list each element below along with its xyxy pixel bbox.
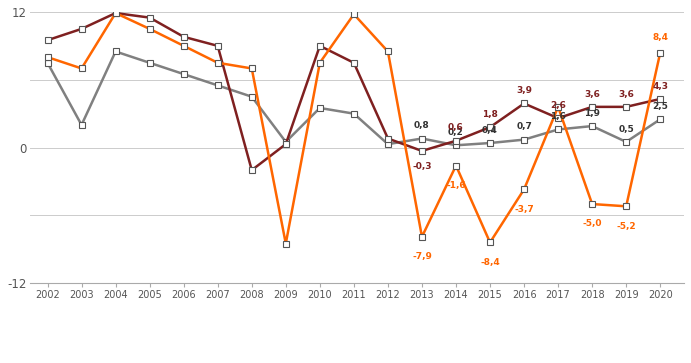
- Apport personnel moyen: [214, 61, 222, 65]
- Revenus moyens: [418, 136, 426, 141]
- Revenus moyens: [44, 61, 52, 65]
- Revenus moyens: [554, 127, 562, 132]
- Text: -7,9: -7,9: [412, 252, 432, 261]
- Revenus moyens: [622, 140, 630, 144]
- Coût moyen de l’opération: [316, 44, 324, 48]
- Apport personnel moyen: [180, 44, 188, 48]
- Text: 0,7: 0,7: [516, 122, 532, 131]
- Text: 1,9: 1,9: [584, 109, 600, 118]
- Coût moyen de l’opération: [452, 139, 460, 143]
- Text: -5,2: -5,2: [616, 221, 636, 231]
- Coût moyen de l’opération: [44, 38, 52, 42]
- Text: 0,8: 0,8: [414, 121, 430, 130]
- Revenus moyens: [282, 140, 290, 144]
- Coût moyen de l’opération: [350, 61, 358, 65]
- Apport personnel moyen: [656, 50, 664, 55]
- Revenus moyens: [656, 117, 664, 122]
- Coût moyen de l’opération: [520, 101, 528, 106]
- Apport personnel moyen: [282, 241, 290, 246]
- Coût moyen de l’opération: [656, 97, 664, 101]
- Text: 1,6: 1,6: [550, 112, 566, 121]
- Apport personnel moyen: [77, 66, 86, 71]
- Line: Revenus moyens: Revenus moyens: [45, 49, 663, 148]
- Coût moyen de l’opération: [180, 34, 188, 39]
- Legend: Apport personnel moyen, Revenus moyens, Coût moyen de l’opération: Apport personnel moyen, Revenus moyens, …: [115, 362, 600, 363]
- Apport personnel moyen: [384, 49, 392, 54]
- Revenus moyens: [111, 49, 120, 54]
- Coût moyen de l’opération: [418, 149, 426, 153]
- Text: -1,6: -1,6: [446, 181, 466, 190]
- Text: 3,6: 3,6: [618, 90, 634, 98]
- Text: -3,7: -3,7: [514, 205, 534, 214]
- Revenus moyens: [452, 143, 460, 147]
- Apport personnel moyen: [350, 12, 358, 16]
- Coût moyen de l’opération: [247, 168, 256, 172]
- Revenus moyens: [520, 138, 528, 142]
- Line: Apport personnel moyen: Apport personnel moyen: [45, 10, 663, 246]
- Apport personnel moyen: [554, 105, 562, 109]
- Text: 0,4: 0,4: [482, 126, 498, 135]
- Text: -0,3: -0,3: [413, 162, 432, 171]
- Revenus moyens: [180, 72, 188, 76]
- Apport personnel moyen: [146, 27, 154, 31]
- Revenus moyens: [247, 94, 256, 99]
- Apport personnel moyen: [452, 163, 460, 168]
- Text: -5,0: -5,0: [583, 219, 602, 228]
- Revenus moyens: [486, 141, 494, 145]
- Apport personnel moyen: [247, 66, 256, 71]
- Apport personnel moyen: [622, 204, 630, 208]
- Text: 0,2: 0,2: [448, 128, 464, 137]
- Coût moyen de l’opération: [111, 11, 120, 15]
- Revenus moyens: [214, 83, 222, 87]
- Coût moyen de l’opération: [77, 27, 86, 31]
- Coût moyen de l’opération: [622, 105, 630, 109]
- Apport personnel moyen: [44, 55, 52, 59]
- Coût moyen de l’opération: [384, 136, 392, 141]
- Text: 3,9: 3,9: [516, 86, 532, 95]
- Apport personnel moyen: [418, 234, 426, 239]
- Line: Coût moyen de l’opération: Coût moyen de l’opération: [45, 10, 663, 173]
- Text: 2,5: 2,5: [652, 102, 668, 111]
- Revenus moyens: [588, 124, 596, 128]
- Text: 0,5: 0,5: [618, 125, 634, 134]
- Revenus moyens: [384, 142, 392, 146]
- Revenus moyens: [146, 61, 154, 65]
- Text: 0,6: 0,6: [448, 123, 464, 132]
- Text: 4,3: 4,3: [652, 82, 668, 91]
- Coût moyen de l’opération: [588, 105, 596, 109]
- Apport personnel moyen: [316, 61, 324, 65]
- Revenus moyens: [77, 123, 86, 127]
- Text: 2,6: 2,6: [550, 101, 566, 110]
- Coût moyen de l’opération: [214, 44, 222, 48]
- Apport personnel moyen: [588, 202, 596, 206]
- Apport personnel moyen: [486, 240, 494, 245]
- Coût moyen de l’opération: [554, 116, 562, 121]
- Text: 3,6: 3,6: [584, 90, 600, 98]
- Coût moyen de l’opération: [486, 125, 494, 129]
- Revenus moyens: [350, 111, 358, 116]
- Text: -8,4: -8,4: [480, 258, 500, 267]
- Coût moyen de l’opération: [282, 142, 290, 146]
- Apport personnel moyen: [111, 11, 120, 15]
- Revenus moyens: [316, 106, 324, 110]
- Apport personnel moyen: [520, 187, 528, 192]
- Coût moyen de l’opération: [146, 15, 154, 20]
- Text: 8,4: 8,4: [652, 33, 668, 41]
- Text: 1,8: 1,8: [482, 110, 498, 119]
